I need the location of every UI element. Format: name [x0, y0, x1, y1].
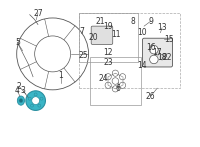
Ellipse shape — [119, 82, 126, 88]
FancyBboxPatch shape — [91, 26, 113, 44]
Text: 27: 27 — [33, 9, 43, 18]
Text: 26: 26 — [146, 92, 155, 101]
Circle shape — [28, 97, 31, 100]
Text: 3: 3 — [21, 86, 26, 95]
Ellipse shape — [119, 74, 126, 80]
Circle shape — [31, 104, 33, 107]
Circle shape — [34, 93, 37, 96]
Text: 24: 24 — [98, 74, 108, 83]
Text: 2: 2 — [17, 82, 22, 91]
Text: 17: 17 — [152, 48, 162, 57]
Bar — [79, 13, 138, 62]
Bar — [90, 57, 141, 105]
Circle shape — [40, 97, 43, 100]
Ellipse shape — [112, 70, 118, 76]
Text: 11: 11 — [112, 30, 121, 39]
Text: 6: 6 — [116, 84, 120, 93]
Ellipse shape — [17, 96, 25, 105]
Circle shape — [26, 91, 45, 110]
Text: 20: 20 — [89, 33, 98, 42]
Ellipse shape — [160, 54, 164, 60]
Text: 22: 22 — [162, 53, 172, 62]
Text: 16: 16 — [146, 43, 155, 52]
Text: 18: 18 — [157, 53, 167, 62]
Text: 10: 10 — [138, 28, 147, 37]
Text: 12: 12 — [103, 48, 113, 57]
FancyBboxPatch shape — [142, 38, 173, 67]
Text: 1: 1 — [58, 71, 63, 80]
Text: 7: 7 — [80, 26, 84, 36]
Circle shape — [112, 78, 119, 84]
Text: 14: 14 — [138, 61, 147, 70]
Text: 19: 19 — [103, 22, 113, 31]
Circle shape — [150, 45, 158, 54]
Ellipse shape — [112, 86, 118, 92]
Text: 8: 8 — [130, 17, 135, 26]
Circle shape — [19, 99, 23, 103]
Ellipse shape — [105, 74, 111, 80]
Circle shape — [38, 104, 41, 107]
Circle shape — [150, 55, 158, 64]
Text: 21: 21 — [95, 17, 105, 26]
Text: 15: 15 — [164, 35, 173, 44]
Ellipse shape — [156, 50, 160, 55]
Ellipse shape — [105, 82, 111, 88]
Bar — [79, 13, 180, 88]
Text: 13: 13 — [157, 23, 167, 32]
Text: 4: 4 — [15, 86, 20, 95]
Ellipse shape — [150, 45, 154, 50]
Text: 23: 23 — [103, 58, 113, 67]
Circle shape — [32, 97, 40, 105]
Text: 9: 9 — [148, 17, 153, 26]
Text: 5: 5 — [15, 38, 20, 47]
Text: 25: 25 — [79, 51, 88, 60]
